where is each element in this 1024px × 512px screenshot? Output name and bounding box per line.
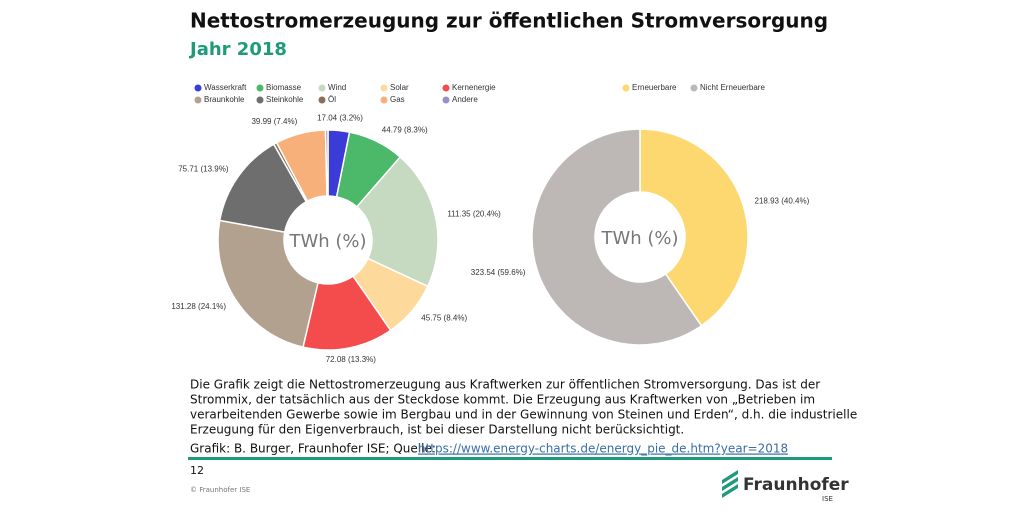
center-label: TWh (%) [600,228,678,249]
donut-slice [324,129,329,197]
legend-label: Biomasse [266,83,302,92]
legend-label: Öl [328,95,336,104]
legend-swatch [318,84,326,92]
data-label: 72.08 (13.3%) [326,355,377,364]
data-label: 39.99 (7.4%) [251,117,297,126]
legend-swatch [380,96,388,104]
donut-slice [639,128,749,327]
data-label: 111.35 (20.4%) [447,210,501,219]
caption-line: Strommix, der tatsächlich aus der Steckd… [190,393,815,407]
data-label: 44.79 (8.3%) [382,126,428,135]
legend-label: Andere [452,95,478,104]
legend-swatch [256,96,264,104]
data-label: 75.71 (13.9%) [178,164,229,173]
donut-slice [218,143,308,234]
legend-label: Wasserkraft [204,83,247,92]
legend-swatch [318,96,326,104]
legend-swatch [194,84,202,92]
legend-label: Braunkohle [204,95,245,104]
source-text: Grafik: B. Burger, Fraunhofer ISE; Quell… [190,442,436,456]
donut-slice [217,219,319,349]
data-label: 45.75 (8.4%) [421,314,467,323]
donut-slice [355,155,439,288]
divider [188,457,832,460]
logo-icon [722,470,738,498]
caption-line: Die Grafik zeigt die Nettostromerzeugung… [190,378,820,392]
donut-slice [531,128,703,346]
legend-label: Steinkohle [266,95,304,104]
logo: Fraunhofer ISE [722,470,849,503]
logo-text: Fraunhofer [743,475,849,495]
legend-swatch [442,84,450,92]
legend-swatch [380,84,388,92]
legend-label: Wind [328,83,346,92]
logo-sub: ISE [822,495,833,503]
legend-label: Gas [390,95,405,104]
legend-label: Kernenergie [452,83,496,92]
legend-swatch [622,84,630,92]
subtitle: Jahr 2018 [188,39,287,60]
legend-swatch [690,84,698,92]
legend-swatch [194,96,202,104]
title: Nettostromerzeugung zur öffentlichen Str… [190,9,828,33]
legend-swatch [442,96,450,104]
caption: Die Grafik zeigt die Nettostromerzeugung… [190,378,857,437]
page-number: 12 [190,464,204,477]
legend-swatch [256,84,264,92]
legend-label: Nicht Erneuerbare [700,83,765,92]
data-label: 17.04 (3.2%) [317,114,363,123]
caption-line: Erzeugung für den Eigenverbrauch, ist be… [190,423,684,437]
data-label: 323.54 (59.6%) [471,268,526,277]
caption-line: verarbeitenden Gewerbe sowie im Bergbau … [190,408,857,422]
source-link[interactable]: https://www.energy-charts.de/energy_pie_… [418,442,788,456]
copyright: © Fraunhofer ISE [190,486,250,494]
center-label: TWh (%) [288,231,366,252]
legend-label: Erneuerbare [632,83,677,92]
data-label: 131.28 (24.1%) [171,302,226,311]
legend-label: Solar [390,83,409,92]
data-label: 218.93 (40.4%) [755,196,810,205]
